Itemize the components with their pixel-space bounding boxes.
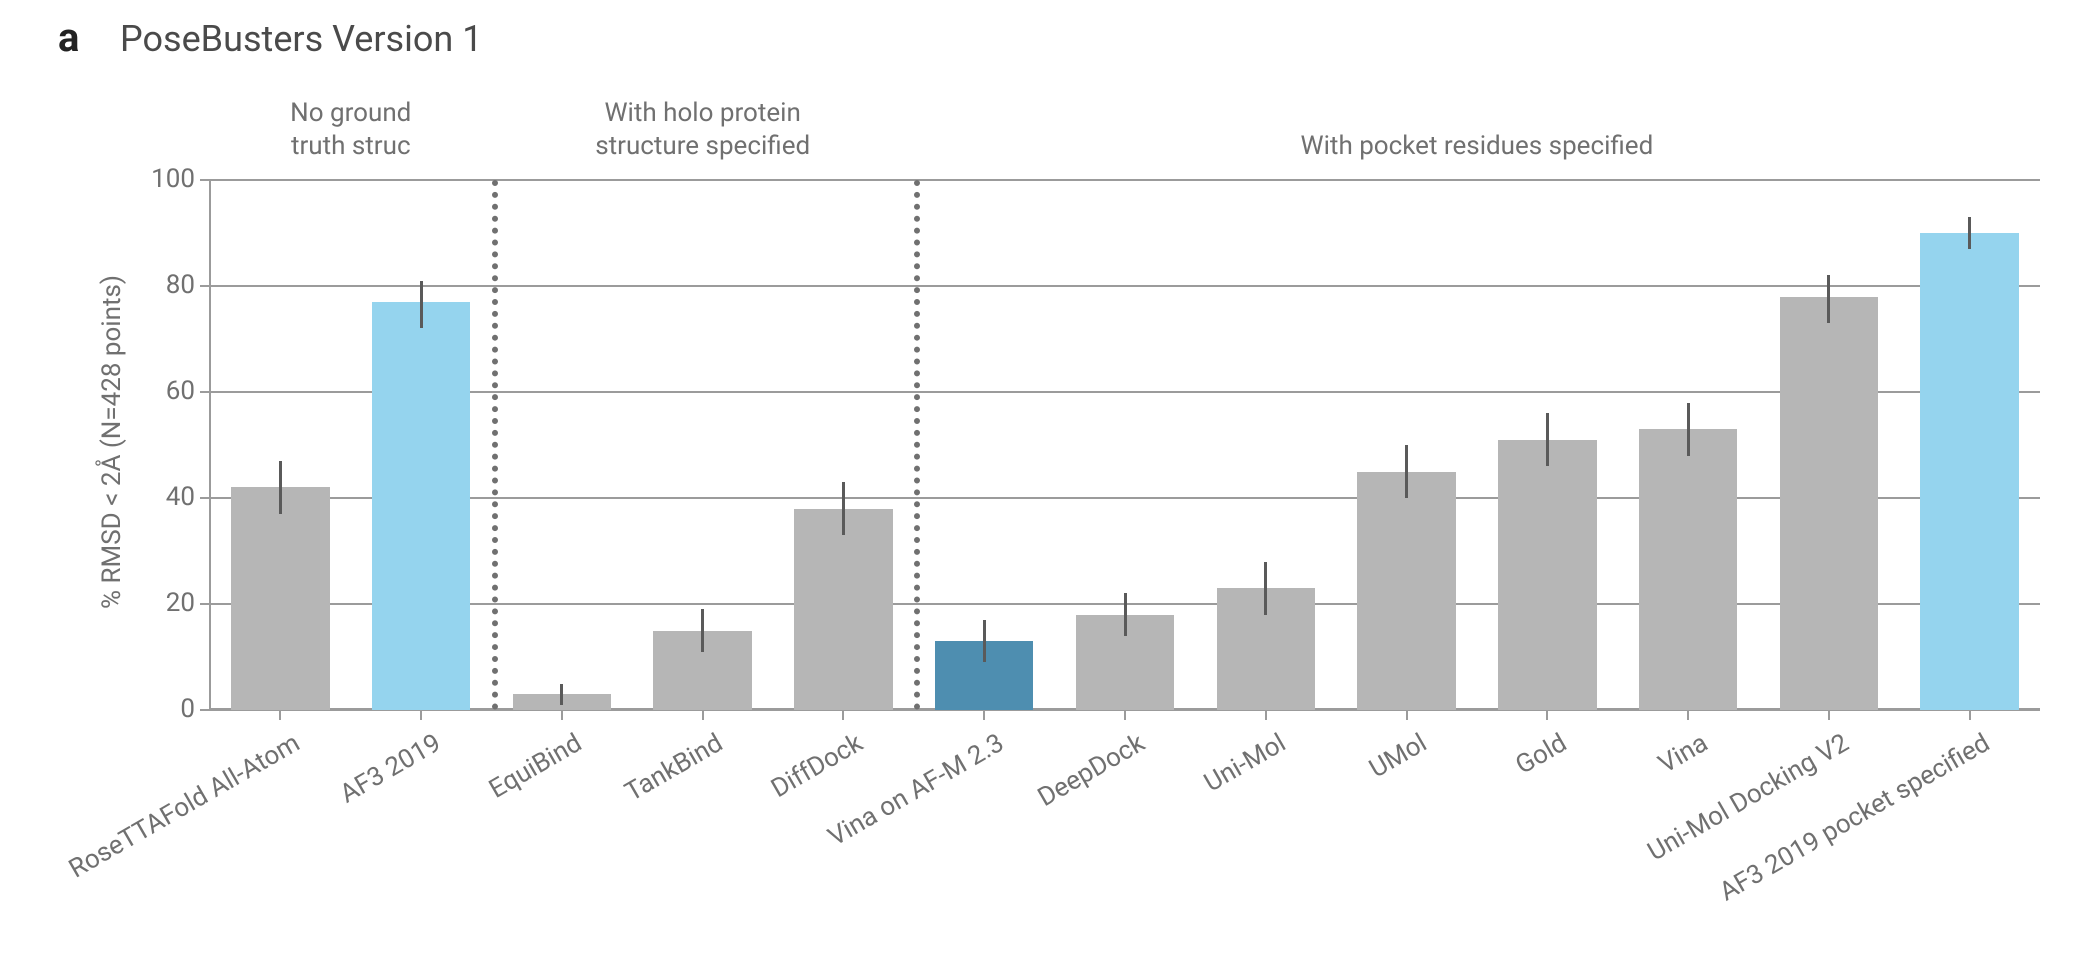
- x-tick-mark: [1124, 710, 1126, 720]
- y-tick-label: 20: [145, 588, 195, 618]
- error-bar: [560, 684, 563, 705]
- error-bar: [1968, 217, 1971, 249]
- panel-label: a: [58, 14, 79, 61]
- x-tick-mark: [420, 710, 422, 720]
- y-tick-label: 40: [145, 482, 195, 512]
- x-tick-mark: [1969, 710, 1971, 720]
- y-tick-label: 100: [145, 164, 195, 194]
- error-bar: [842, 482, 845, 535]
- gridline: [210, 179, 2040, 181]
- gridline: [210, 497, 2040, 499]
- group-divider: [914, 180, 920, 710]
- bar: [794, 509, 893, 710]
- group-label: With pocket residues specified: [914, 130, 2040, 163]
- error-bar: [1405, 445, 1408, 498]
- error-bar: [1546, 413, 1549, 466]
- bar: [1780, 297, 1879, 710]
- bar: [1357, 472, 1456, 711]
- bar: [1498, 440, 1597, 710]
- x-tick-mark: [1265, 710, 1267, 720]
- bar: [1639, 429, 1738, 710]
- x-tick-mark: [702, 710, 704, 720]
- x-tick-mark: [1406, 710, 1408, 720]
- error-bar: [279, 461, 282, 514]
- bar: [231, 487, 330, 710]
- y-axis-spine: [209, 180, 211, 710]
- gridline: [210, 391, 2040, 393]
- group-label: With holo proteinstructure specified: [492, 97, 914, 162]
- error-bar: [983, 620, 986, 662]
- x-tick-mark: [842, 710, 844, 720]
- error-bar: [701, 609, 704, 651]
- x-tick-mark: [1546, 710, 1548, 720]
- y-tick-label: 0: [145, 694, 195, 724]
- error-bar: [1264, 562, 1267, 615]
- x-tick-mark: [983, 710, 985, 720]
- bar: [372, 302, 471, 710]
- gridline: [210, 285, 2040, 287]
- group-label: No groundtruth struc: [210, 97, 492, 162]
- bar: [1920, 233, 2019, 710]
- x-tick-mark: [1687, 710, 1689, 720]
- y-tick-label: 60: [145, 376, 195, 406]
- error-bar: [1827, 275, 1830, 323]
- panel-title: PoseBusters Version 1: [120, 18, 482, 60]
- posebusters-bar-chart: 020406080100% RMSD < 2Å (N=428 points)Ro…: [210, 180, 2040, 710]
- group-divider: [492, 180, 498, 710]
- x-tick-mark: [1828, 710, 1830, 720]
- x-tick-mark: [561, 710, 563, 720]
- y-tick-label: 80: [145, 270, 195, 300]
- x-tick-mark: [279, 710, 281, 720]
- y-axis-label: % RMSD < 2Å (N=428 points): [97, 177, 127, 707]
- error-bar: [1124, 593, 1127, 635]
- error-bar: [1687, 403, 1690, 456]
- error-bar: [420, 281, 423, 329]
